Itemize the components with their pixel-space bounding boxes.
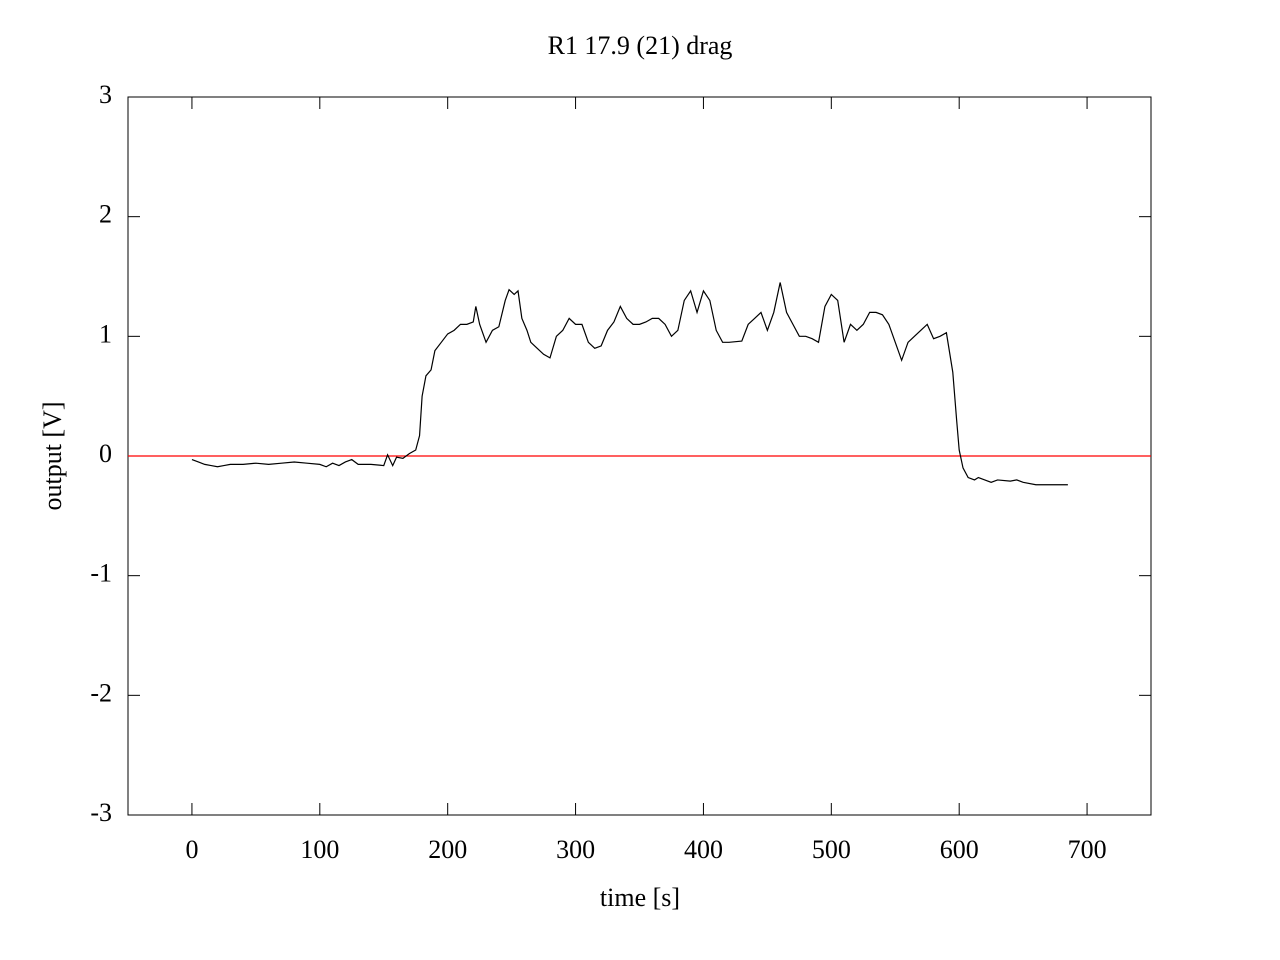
x-tick-label: 600 (940, 835, 979, 864)
data-line (191, 282, 1068, 486)
chart-title: R1 17.9 (21) drag (548, 31, 733, 60)
y-tick-label: 0 (99, 439, 112, 468)
x-tick-label: 500 (812, 835, 851, 864)
y-tick-label: 3 (99, 80, 112, 109)
x-tick-label: 400 (684, 835, 723, 864)
y-tick-label: -3 (90, 798, 112, 827)
x-tick-label: 200 (428, 835, 467, 864)
x-axis-label: time [s] (600, 883, 680, 912)
x-tick-label: 0 (185, 835, 198, 864)
x-tick-label: 700 (1068, 835, 1107, 864)
x-tick-label: 300 (556, 835, 595, 864)
y-tick-label: -1 (90, 559, 112, 588)
x-tick-label: 100 (300, 835, 339, 864)
y-tick-label: -2 (90, 678, 112, 707)
y-tick-label: 2 (99, 200, 112, 229)
y-axis-label: output [V] (38, 401, 67, 510)
y-tick-label: 1 (99, 319, 112, 348)
